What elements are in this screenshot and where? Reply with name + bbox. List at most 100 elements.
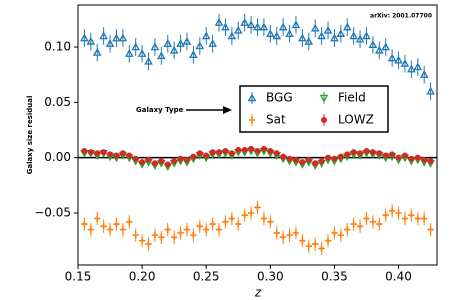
marker xyxy=(233,25,243,34)
marker xyxy=(176,39,185,47)
marker xyxy=(126,152,133,159)
marker xyxy=(119,150,126,157)
marker xyxy=(376,220,383,228)
marker xyxy=(280,153,287,160)
marker xyxy=(267,148,274,155)
marker xyxy=(400,59,410,67)
marker xyxy=(349,31,358,40)
marker xyxy=(387,53,397,62)
y-axis-label: Galaxy size residual xyxy=(26,96,34,175)
marker xyxy=(150,42,160,51)
marker xyxy=(113,152,120,159)
marker xyxy=(336,29,346,37)
legend-label: Sat xyxy=(266,113,286,127)
marker xyxy=(324,237,332,244)
marker xyxy=(222,218,229,226)
marker xyxy=(254,148,261,155)
marker xyxy=(273,229,280,237)
y-tick-label: 0.05 xyxy=(44,95,71,109)
marker xyxy=(80,33,89,42)
marker xyxy=(395,209,402,217)
marker xyxy=(363,148,370,155)
marker xyxy=(132,231,139,239)
marker xyxy=(112,33,121,42)
marker xyxy=(87,226,95,233)
marker xyxy=(183,156,190,163)
marker xyxy=(382,152,389,159)
x-tick-label: 0.35 xyxy=(321,270,348,284)
marker xyxy=(195,41,205,50)
marker xyxy=(323,25,333,34)
marker xyxy=(407,64,416,73)
marker xyxy=(267,218,274,226)
marker xyxy=(427,226,434,233)
marker xyxy=(426,86,435,95)
marker xyxy=(139,159,146,166)
marker xyxy=(99,31,108,40)
marker xyxy=(190,153,197,160)
marker xyxy=(388,207,396,214)
marker xyxy=(209,220,216,228)
marker xyxy=(164,226,171,233)
x-tick-label: 0.15 xyxy=(65,270,92,284)
marker xyxy=(246,20,256,29)
x-tick-label: 0.20 xyxy=(129,270,156,284)
marker xyxy=(311,240,319,248)
legend-box xyxy=(239,85,389,133)
y-tick-label: −0.05 xyxy=(34,206,71,220)
marker xyxy=(190,231,197,239)
marker xyxy=(317,31,326,40)
annotation: arXiv: 2001.07700 xyxy=(370,13,432,20)
marker xyxy=(376,150,383,157)
marker xyxy=(81,220,88,228)
marker xyxy=(278,22,288,31)
marker xyxy=(260,145,267,152)
marker xyxy=(100,149,107,156)
marker xyxy=(196,223,204,230)
marker xyxy=(363,215,370,222)
marker xyxy=(164,161,171,168)
marker xyxy=(427,158,434,164)
marker xyxy=(138,237,146,244)
marker xyxy=(253,22,262,31)
marker xyxy=(368,40,378,49)
marker xyxy=(145,240,152,248)
marker xyxy=(337,231,345,239)
marker xyxy=(254,204,261,211)
marker xyxy=(344,151,351,158)
y-tick-label: 0.00 xyxy=(44,150,71,164)
marker xyxy=(106,226,114,233)
marker xyxy=(286,155,293,162)
marker xyxy=(355,34,365,43)
marker xyxy=(169,45,179,54)
marker xyxy=(305,156,312,163)
marker xyxy=(208,39,217,47)
marker xyxy=(81,148,88,155)
marker xyxy=(221,22,230,31)
marker xyxy=(124,49,134,57)
marker xyxy=(310,23,320,32)
marker xyxy=(144,56,153,65)
marker xyxy=(420,215,428,222)
x-tick-label: 0.25 xyxy=(193,270,220,284)
marker xyxy=(292,156,299,163)
marker xyxy=(369,218,377,226)
marker xyxy=(381,42,391,51)
marker xyxy=(292,229,300,237)
marker xyxy=(145,156,152,163)
x-tick-label: 0.30 xyxy=(257,270,284,284)
marker xyxy=(374,45,384,54)
marker xyxy=(189,50,198,58)
marker xyxy=(401,152,408,159)
marker xyxy=(151,231,159,239)
marker xyxy=(235,220,242,228)
marker xyxy=(228,215,236,222)
marker xyxy=(183,226,191,233)
marker xyxy=(87,149,94,156)
marker xyxy=(247,209,255,217)
marker xyxy=(299,237,306,244)
arrow-head xyxy=(223,106,232,114)
marker xyxy=(312,160,319,167)
marker xyxy=(216,149,223,156)
